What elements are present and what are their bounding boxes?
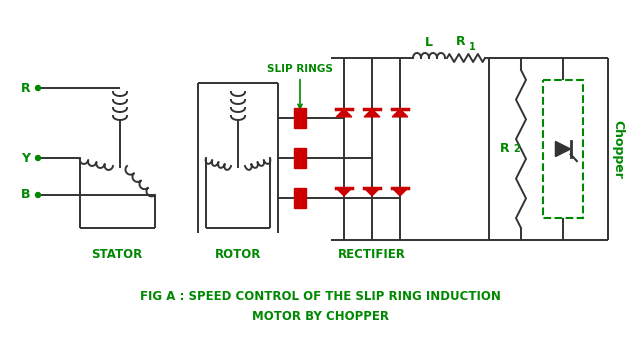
Bar xyxy=(294,108,306,128)
Text: ROTOR: ROTOR xyxy=(215,248,261,261)
Polygon shape xyxy=(392,109,408,117)
Text: STATOR: STATOR xyxy=(92,248,143,261)
Polygon shape xyxy=(392,188,408,196)
Polygon shape xyxy=(364,188,380,196)
Text: B: B xyxy=(21,189,31,202)
Circle shape xyxy=(35,193,40,198)
Polygon shape xyxy=(364,109,380,117)
Text: R: R xyxy=(500,142,510,155)
Text: Chopper: Chopper xyxy=(611,120,625,178)
Polygon shape xyxy=(556,141,571,156)
Text: L: L xyxy=(425,36,433,49)
Circle shape xyxy=(35,86,40,91)
Polygon shape xyxy=(336,109,352,117)
Text: RECTIFIER: RECTIFIER xyxy=(338,248,406,261)
Polygon shape xyxy=(336,188,352,196)
Text: MOTOR BY CHOPPER: MOTOR BY CHOPPER xyxy=(252,310,388,323)
Text: Y: Y xyxy=(22,151,31,164)
Text: R: R xyxy=(456,35,466,48)
Bar xyxy=(294,188,306,208)
Bar xyxy=(294,148,306,168)
Circle shape xyxy=(35,155,40,160)
Text: 2: 2 xyxy=(513,144,520,154)
Bar xyxy=(543,80,583,218)
Text: FIG A : SPEED CONTROL OF THE SLIP RING INDUCTION: FIG A : SPEED CONTROL OF THE SLIP RING I… xyxy=(140,290,500,303)
Text: SLIP RINGS: SLIP RINGS xyxy=(267,64,333,108)
Text: R: R xyxy=(21,82,31,95)
Text: 1: 1 xyxy=(469,42,476,52)
